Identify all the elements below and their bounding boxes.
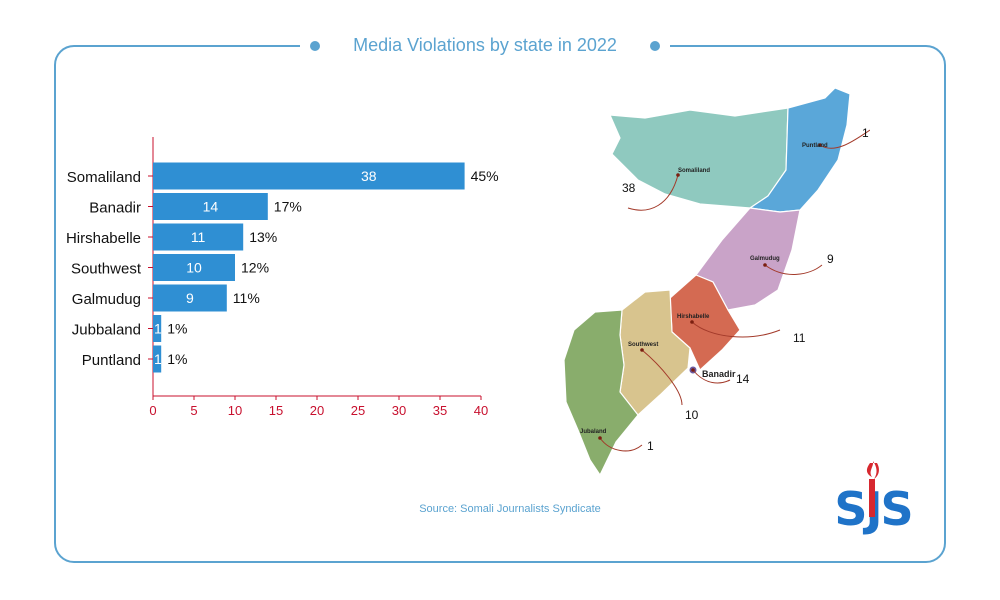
bar-value-label: 11 [191,229,206,245]
region-name-label: Somaliland [678,168,710,174]
bar [153,315,162,342]
map-region-jubbaland [563,309,639,477]
title-dot-right [650,41,660,51]
region-name-label: Galmudug [750,256,780,262]
region-name-label: Hirshabelle [677,314,710,320]
flame-icon [866,461,879,479]
category-label: Hirshabelle [66,230,141,247]
title-dot-left [310,41,320,51]
region-name-label: Southwest [628,342,658,348]
region-name-label: Banadir [702,369,736,379]
percent-label: 13% [249,229,277,245]
leader-line [691,321,781,338]
region-name-label: Jubaland [580,429,607,435]
region-marker [676,173,680,177]
x-tick-label: 0 [149,403,156,418]
map-region-puntland [748,87,851,213]
leader-line [692,369,731,384]
region-count-label: 14 [736,372,750,386]
percent-label: 17% [274,199,302,215]
region-name-label: Puntland [802,143,828,149]
pen-nib-icon [869,479,875,517]
x-tick-label: 40 [474,403,488,418]
map-region-somaliland [609,107,789,209]
leader-line [819,129,870,149]
category-label: Jubbaland [72,322,141,339]
leader-line [764,264,823,275]
region-marker [818,143,822,147]
bar [153,254,235,281]
region-marker [640,348,644,352]
region-count-label: 10 [685,408,699,422]
category-label: Banadir [89,200,141,217]
bar [153,284,227,312]
somalia-map: Puntland 1 Somaliland 38 Galmudug 9 Hirshabell… [563,87,870,477]
bar [153,193,268,220]
leader-line [599,437,643,452]
bar [153,223,244,251]
bar-chart: 0 5 10 15 20 25 30 35 40 Somaliland 38 45% Banadir 14… [66,137,499,418]
region-count-label: 9 [827,252,834,266]
bar-value-label: 1 [154,351,162,367]
bar-value-label: 38 [361,168,377,184]
map-region-galmudug [695,207,801,311]
sjs-logo: SJS [818,455,928,536]
title-banner: Media Violations by state in 2022 [300,30,670,62]
x-tick-label: 20 [310,403,324,418]
percent-label: 45% [471,168,499,184]
x-tick-label: 25 [351,403,365,418]
x-tick-label: 15 [269,403,283,418]
percent-label: 1% [167,321,187,337]
category-label: Somaliland [67,169,141,186]
source-note: Source: Somali Journalists Syndicate [419,503,601,515]
region-count-label: 11 [793,331,806,345]
bar [153,162,465,190]
region-count-label: 1 [862,126,869,140]
region-count-label: 1 [647,439,654,453]
bar-value-label: 9 [186,290,194,306]
x-tick-label: 10 [228,403,242,418]
percent-label: 11% [233,290,260,306]
region-marker [691,368,695,372]
region-marker [598,436,602,440]
category-label: Southwest [71,261,142,278]
leader-line [641,349,683,406]
bar [153,345,162,373]
percent-label: 12% [241,260,269,276]
region-count-label: 38 [622,181,636,195]
region-marker [690,320,694,324]
x-tick-label: 30 [392,403,406,418]
bar-value-label: 10 [186,260,202,276]
bar-value-label: 1 [154,321,162,337]
category-label: Puntland [82,352,141,369]
x-tick-label: 35 [433,403,447,418]
category-label: Galmudug [72,291,141,308]
bar-value-label: 14 [203,199,219,215]
percent-label: 1% [167,351,187,367]
chart-title: Media Violations by state in 2022 [353,35,617,55]
leader-line [627,174,679,211]
region-marker [763,263,767,267]
x-tick-label: 5 [190,403,197,418]
